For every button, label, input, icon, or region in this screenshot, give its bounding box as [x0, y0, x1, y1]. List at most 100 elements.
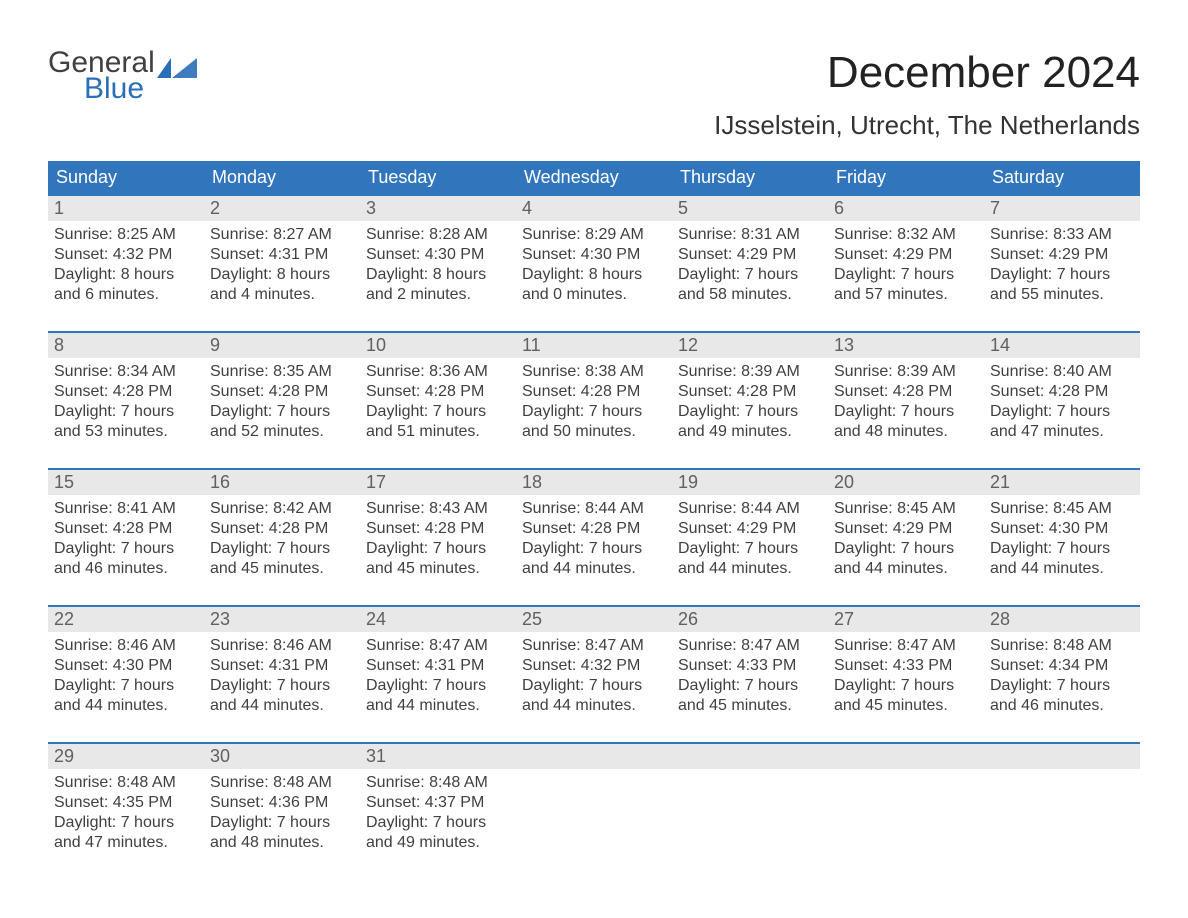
dow-wednesday: Wednesday: [516, 161, 672, 194]
daylight-line-1: Daylight: 7 hours: [366, 539, 510, 559]
daylight-line-2: and 45 minutes.: [366, 559, 510, 579]
day-number: 7: [984, 196, 1140, 221]
daylight-line-1: Daylight: 7 hours: [678, 676, 822, 696]
daylight-line-1: Daylight: 7 hours: [678, 539, 822, 559]
daynum-row: 891011121314: [48, 333, 1140, 358]
daylight-line-2: and 58 minutes.: [678, 285, 822, 305]
sunset-line: Sunset: 4:28 PM: [678, 382, 822, 402]
sunset-line: Sunset: 4:28 PM: [210, 382, 354, 402]
daylight-line-1: Daylight: 7 hours: [522, 676, 666, 696]
sunrise-line: Sunrise: 8:48 AM: [990, 636, 1134, 656]
daylight-line-2: and 44 minutes.: [990, 559, 1134, 579]
day-cell: Sunrise: 8:44 AMSunset: 4:28 PMDaylight:…: [516, 495, 672, 585]
header: General Blue December 2024 IJsselstein, …: [48, 48, 1140, 153]
day-cell: Sunrise: 8:47 AMSunset: 4:32 PMDaylight:…: [516, 632, 672, 722]
daynum-row: 15161718192021: [48, 470, 1140, 495]
calendar-body: 1234567Sunrise: 8:25 AMSunset: 4:32 PMDa…: [48, 194, 1140, 859]
dow-friday: Friday: [828, 161, 984, 194]
dow-thursday: Thursday: [672, 161, 828, 194]
day-number: [984, 744, 1140, 769]
logo-text-blue: Blue: [84, 74, 197, 104]
sunrise-line: Sunrise: 8:45 AM: [990, 499, 1134, 519]
sunset-line: Sunset: 4:30 PM: [366, 245, 510, 265]
day-number: 10: [360, 333, 516, 358]
daylight-line-1: Daylight: 8 hours: [366, 265, 510, 285]
sunset-line: Sunset: 4:28 PM: [210, 519, 354, 539]
day-number: 31: [360, 744, 516, 769]
day-cell: Sunrise: 8:47 AMSunset: 4:33 PMDaylight:…: [828, 632, 984, 722]
day-number: 25: [516, 607, 672, 632]
daylight-line-1: Daylight: 7 hours: [522, 402, 666, 422]
daylight-line-1: Daylight: 7 hours: [990, 539, 1134, 559]
daynum-row: 293031: [48, 744, 1140, 769]
daylight-line-1: Daylight: 7 hours: [990, 402, 1134, 422]
daylight-line-2: and 44 minutes.: [522, 696, 666, 716]
sunrise-line: Sunrise: 8:48 AM: [210, 773, 354, 793]
daylight-line-2: and 53 minutes.: [54, 422, 198, 442]
sunrise-line: Sunrise: 8:47 AM: [522, 636, 666, 656]
day-number: 14: [984, 333, 1140, 358]
sunrise-line: Sunrise: 8:40 AM: [990, 362, 1134, 382]
day-cell: Sunrise: 8:27 AMSunset: 4:31 PMDaylight:…: [204, 221, 360, 311]
daylight-line-2: and 52 minutes.: [210, 422, 354, 442]
daylight-line-1: Daylight: 8 hours: [210, 265, 354, 285]
daylight-line-1: Daylight: 7 hours: [678, 265, 822, 285]
sunset-line: Sunset: 4:30 PM: [54, 656, 198, 676]
daylight-line-1: Daylight: 8 hours: [54, 265, 198, 285]
sunrise-line: Sunrise: 8:48 AM: [54, 773, 198, 793]
daylight-line-1: Daylight: 7 hours: [678, 402, 822, 422]
sunset-line: Sunset: 4:28 PM: [366, 382, 510, 402]
daylight-line-1: Daylight: 7 hours: [522, 539, 666, 559]
sunset-line: Sunset: 4:28 PM: [834, 382, 978, 402]
location-subtitle: IJsselstein, Utrecht, The Netherlands: [714, 110, 1140, 141]
day-number: 2: [204, 196, 360, 221]
sunrise-line: Sunrise: 8:39 AM: [834, 362, 978, 382]
sunset-line: Sunset: 4:30 PM: [990, 519, 1134, 539]
daylight-line-2: and 2 minutes.: [366, 285, 510, 305]
daylight-line-1: Daylight: 7 hours: [990, 676, 1134, 696]
day-cell: Sunrise: 8:48 AMSunset: 4:36 PMDaylight:…: [204, 769, 360, 859]
day-number: 13: [828, 333, 984, 358]
day-cell: Sunrise: 8:29 AMSunset: 4:30 PMDaylight:…: [516, 221, 672, 311]
day-number: 9: [204, 333, 360, 358]
daylight-line-2: and 46 minutes.: [54, 559, 198, 579]
brand-logo: General Blue: [48, 48, 197, 104]
day-number: 28: [984, 607, 1140, 632]
calendar-week: 1234567Sunrise: 8:25 AMSunset: 4:32 PMDa…: [48, 194, 1140, 311]
calendar-week: 293031Sunrise: 8:48 AMSunset: 4:35 PMDay…: [48, 742, 1140, 859]
sunrise-line: Sunrise: 8:33 AM: [990, 225, 1134, 245]
day-cell: Sunrise: 8:47 AMSunset: 4:31 PMDaylight:…: [360, 632, 516, 722]
dow-saturday: Saturday: [984, 161, 1140, 194]
day-cell: [672, 769, 828, 859]
sunset-line: Sunset: 4:29 PM: [678, 245, 822, 265]
daylight-line-2: and 50 minutes.: [522, 422, 666, 442]
day-number: 6: [828, 196, 984, 221]
daylight-line-1: Daylight: 7 hours: [990, 265, 1134, 285]
daylight-line-2: and 47 minutes.: [54, 833, 198, 853]
sunset-line: Sunset: 4:30 PM: [522, 245, 666, 265]
day-number: 29: [48, 744, 204, 769]
day-cell: [984, 769, 1140, 859]
daylight-line-2: and 57 minutes.: [834, 285, 978, 305]
sunrise-line: Sunrise: 8:32 AM: [834, 225, 978, 245]
daylight-line-1: Daylight: 7 hours: [210, 402, 354, 422]
daylight-line-1: Daylight: 7 hours: [366, 813, 510, 833]
daylight-line-2: and 6 minutes.: [54, 285, 198, 305]
sunrise-line: Sunrise: 8:47 AM: [678, 636, 822, 656]
daylight-line-1: Daylight: 7 hours: [210, 813, 354, 833]
day-cell: Sunrise: 8:48 AMSunset: 4:35 PMDaylight:…: [48, 769, 204, 859]
calendar-week: 15161718192021Sunrise: 8:41 AMSunset: 4:…: [48, 468, 1140, 585]
daylight-line-2: and 4 minutes.: [210, 285, 354, 305]
title-block: December 2024 IJsselstein, Utrecht, The …: [714, 48, 1140, 153]
daylight-line-1: Daylight: 7 hours: [834, 265, 978, 285]
daylight-line-2: and 44 minutes.: [678, 559, 822, 579]
daylight-line-1: Daylight: 7 hours: [210, 539, 354, 559]
sunrise-line: Sunrise: 8:47 AM: [366, 636, 510, 656]
day-cell: [516, 769, 672, 859]
day-cell: Sunrise: 8:45 AMSunset: 4:29 PMDaylight:…: [828, 495, 984, 585]
dow-tuesday: Tuesday: [360, 161, 516, 194]
daylight-line-1: Daylight: 7 hours: [366, 402, 510, 422]
sunrise-line: Sunrise: 8:42 AM: [210, 499, 354, 519]
day-cell: Sunrise: 8:44 AMSunset: 4:29 PMDaylight:…: [672, 495, 828, 585]
sunrise-line: Sunrise: 8:46 AM: [210, 636, 354, 656]
